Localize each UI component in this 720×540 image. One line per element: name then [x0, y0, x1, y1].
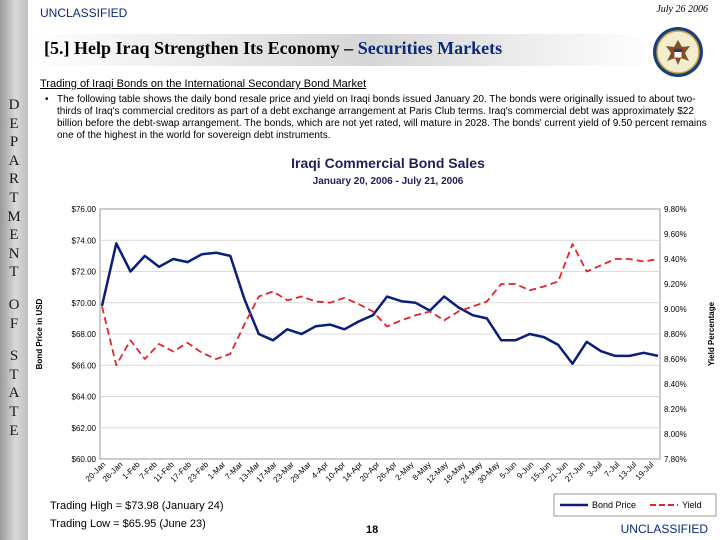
- left-axis-label: Bond Price in USD: [35, 298, 44, 369]
- left-tick-label: $74.00: [72, 236, 97, 245]
- sidebar-letter: D: [8, 97, 20, 113]
- title-accent: Securities Markets: [357, 38, 503, 58]
- right-tick-label: 7.80%: [664, 455, 687, 464]
- right-axis-label: Yield Percentage: [707, 301, 716, 366]
- sidebar-letter: E: [9, 422, 19, 439]
- chart-subtitle: January 20, 2006 - July 21, 2006: [313, 176, 464, 187]
- sidebar-letter: O: [8, 296, 20, 313]
- slide-title: [5.] Help Iraq Strengthen Its Economy – …: [44, 38, 502, 59]
- right-tick-label: 8.60%: [664, 355, 687, 364]
- title-prefix: [5.] Help Iraq Strengthen Its Economy –: [44, 38, 358, 58]
- left-tick-label: $62.00: [72, 424, 97, 433]
- sidebar-letter: T: [9, 366, 19, 383]
- legend-box: [553, 493, 717, 517]
- chart-title: Iraqi Commercial Bond Sales: [291, 155, 485, 171]
- sidebar-letter: T: [9, 264, 19, 281]
- legend-price-label: Bond Price: [592, 500, 636, 510]
- header-date: July 26 2006: [656, 4, 708, 15]
- sidebar-letter: T: [9, 403, 19, 420]
- trading-low: Trading Low = $65.95 (June 23): [50, 518, 206, 530]
- trading-high: Trading High = $73.98 (January 24): [50, 500, 224, 512]
- sidebar-letter: N: [8, 245, 20, 262]
- left-tick-label: $72.00: [72, 268, 97, 277]
- chart-legend: Bond Price Yield: [553, 493, 717, 517]
- title-bar: [28, 34, 652, 66]
- sidebar-letter: F: [9, 315, 19, 332]
- bond-chart: Iraqi Commercial Bond Sales January 20, …: [28, 150, 720, 520]
- bond-price-line: [100, 242, 659, 365]
- left-tick-label: $60.00: [72, 455, 97, 464]
- right-tick-label: 9.20%: [664, 280, 687, 289]
- page-number: 18: [366, 524, 379, 536]
- footer-classification: UNCLASSIFIED: [620, 522, 708, 536]
- sidebar-letter: A: [8, 152, 20, 169]
- legend-yield-label: Yield: [682, 500, 702, 510]
- sidebar-letter: R: [8, 171, 19, 188]
- left-tick-label: $76.00: [72, 205, 97, 214]
- sidebar-letter: P: [9, 134, 19, 151]
- bullet-marker: •: [45, 94, 49, 105]
- sidebar-letter: E: [9, 227, 19, 244]
- sidebar-letter: T: [9, 189, 19, 206]
- right-tick-label: 9.40%: [664, 255, 687, 264]
- right-tick-label: 8.00%: [664, 430, 687, 439]
- yield-line: [101, 243, 659, 367]
- sidebar-letter: E: [9, 115, 19, 132]
- left-tick-label: $66.00: [72, 361, 97, 370]
- bullet-text: The following table shows the daily bond…: [57, 94, 707, 141]
- subheading: Trading of Iraqi Bonds on the Internatio…: [40, 78, 367, 90]
- left-tick-label: $68.00: [72, 330, 97, 339]
- sidebar-letter: A: [8, 385, 20, 402]
- sidebar-letter: [0, 282, 28, 296]
- bullet-paragraph: • The following table shows the daily bo…: [45, 94, 713, 142]
- header-classification: UNCLASSIFIED: [40, 6, 128, 20]
- right-tick-label: 9.00%: [664, 305, 687, 314]
- sidebar-letter: [0, 333, 28, 347]
- state-department-seal-icon: [653, 27, 703, 77]
- right-tick-label: 8.20%: [664, 405, 687, 414]
- left-tick-label: $64.00: [72, 393, 97, 402]
- left-tick-label: $70.00: [72, 299, 97, 308]
- sidebar-letter: S: [9, 348, 19, 365]
- right-tick-label: 9.60%: [664, 230, 687, 239]
- sidebar-letter: M: [7, 208, 21, 225]
- right-tick-label: 8.80%: [664, 330, 687, 339]
- right-tick-label: 8.40%: [664, 380, 687, 389]
- right-tick-label: 9.80%: [664, 205, 687, 214]
